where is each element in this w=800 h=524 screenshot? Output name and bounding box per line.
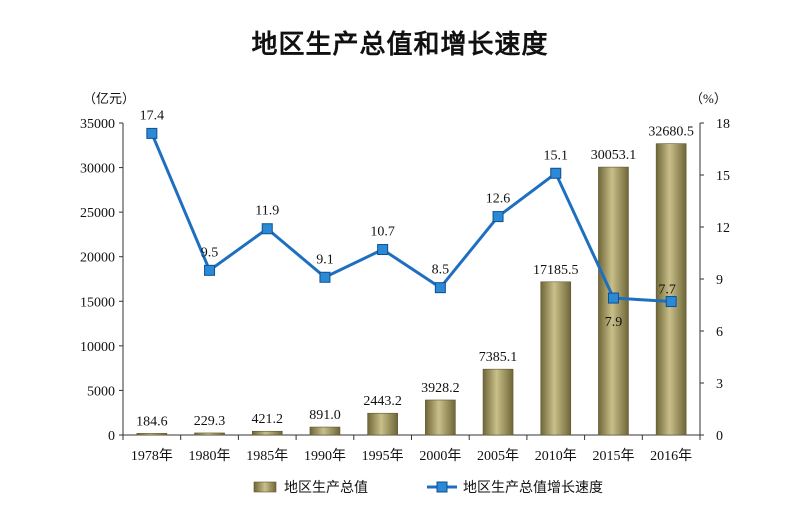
x-category-label: 1978年 (131, 448, 173, 464)
line-value-label: 8.5 (432, 263, 450, 278)
line-point (550, 167, 562, 179)
line-point (492, 211, 504, 223)
bar (540, 281, 572, 436)
y-right-tick-label: 9 (716, 273, 723, 288)
line-value-label: 11.9 (255, 204, 279, 219)
line-value-label: 12.6 (486, 192, 511, 207)
x-category-label: 1985年 (246, 448, 288, 464)
line-point (607, 292, 619, 304)
bar-value-label: 229.3 (194, 414, 226, 429)
line-value-label: 9.1 (316, 252, 334, 267)
x-category-label: 1980年 (189, 448, 231, 464)
y-left-tick-label: 5000 (87, 384, 115, 399)
line-value-label: 10.7 (370, 225, 395, 240)
y-left-tick-label: 15000 (80, 295, 115, 310)
bar (425, 399, 456, 436)
line-point (434, 282, 446, 294)
bar-value-label: 7385.1 (479, 350, 518, 365)
y-right-tick-label: 12 (716, 221, 730, 236)
x-category-label: 2000年 (419, 448, 461, 464)
bar-value-label: 32680.5 (648, 125, 694, 140)
x-category-label: 2010年 (535, 448, 577, 464)
bar-value-label: 17185.5 (533, 263, 579, 278)
line-value-label: 7.9 (605, 315, 623, 330)
line-value-label: 7.7 (658, 283, 676, 298)
x-category-label: 2015年 (592, 448, 634, 464)
bar (309, 426, 341, 436)
line-value-label: 17.4 (140, 108, 165, 123)
y-right-tick-label: 6 (716, 325, 723, 340)
bar-value-label: 891.0 (309, 408, 341, 423)
x-category-label: 2016年 (650, 448, 692, 464)
y-right-tick-label: 0 (716, 429, 723, 444)
legend-bar-label: 地区生产总值 (284, 480, 368, 496)
line-point (146, 127, 158, 139)
y-left-tick-label: 10000 (80, 340, 115, 355)
y-right-tick-label: 15 (716, 169, 730, 184)
y-left-tick-label: 35000 (80, 117, 115, 132)
bar (655, 143, 687, 436)
bar-value-label: 30053.1 (591, 148, 637, 163)
bar (367, 412, 398, 436)
y-right-tick-label: 18 (716, 117, 730, 132)
y-right-unit: （%） (690, 91, 727, 106)
legend-line-marker (436, 481, 448, 493)
bar-value-label: 421.2 (252, 412, 284, 427)
y-left-unit: （亿元） (83, 91, 135, 106)
bar (482, 368, 514, 436)
line-point (665, 296, 677, 308)
bar (251, 430, 283, 436)
line-point (261, 223, 273, 235)
bar-value-label: 2443.2 (363, 394, 402, 409)
legend-line-label: 地区生产总值增长速度 (463, 480, 603, 496)
line-point (204, 264, 216, 276)
x-category-label: 1995年 (362, 448, 404, 464)
bar (136, 433, 168, 436)
line-point (377, 244, 389, 256)
y-right-tick-label: 3 (716, 377, 723, 392)
bar (194, 432, 225, 436)
chart-title: 地区生产总值和增长速度 (251, 30, 549, 60)
y-left-tick-label: 25000 (80, 206, 115, 221)
line-value-label: 9.5 (201, 245, 219, 260)
bar-value-label: 3928.2 (421, 381, 460, 396)
line-value-label: 15.1 (544, 148, 569, 163)
y-left-tick-label: 20000 (80, 251, 115, 266)
legend-bar-swatch (253, 481, 277, 493)
line-point (319, 271, 331, 283)
bar-value-label: 184.6 (136, 414, 168, 429)
growth-line (150, 132, 672, 304)
y-left-tick-label: 30000 (80, 162, 115, 177)
x-category-label: 2005年 (477, 448, 519, 464)
x-category-label: 1990年 (304, 448, 346, 464)
y-left-tick-label: 0 (108, 429, 115, 444)
